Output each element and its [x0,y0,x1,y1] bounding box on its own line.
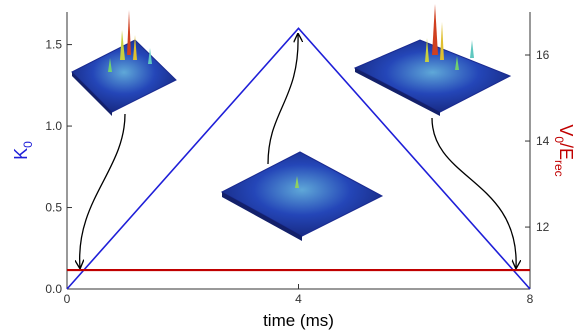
y-axis-label-sub: 0 [21,141,35,148]
y-tick-label: 1.0 [45,119,62,133]
y-axis-label: K0 [11,141,35,160]
x-tick-label: 4 [295,292,302,306]
y-tick-label: 1.5 [45,38,62,52]
x-axis-label: time (ms) [263,311,334,330]
y2-axis-label-sub: 0 [552,136,566,143]
y-tick-label: 0.5 [45,201,62,215]
y-axis-label-main: K [11,148,31,160]
line [66,27,531,290]
surface-image [353,4,512,116]
y2-axis-label-sub2: rec [552,160,566,177]
y2-axis-label-mid: /E [556,143,576,160]
y2-tick-label: 14 [536,134,550,148]
y-tick-label: 0.0 [45,282,62,296]
arrow [80,113,126,268]
y2-tick-label: 16 [536,48,550,62]
surface-image [220,151,384,241]
arrow [267,34,298,165]
y2-axis-label: V0/Erec [552,124,576,176]
x-tick-label: 0 [64,292,71,306]
surface-image [71,10,177,116]
y2-axis-label-main: V [556,124,576,136]
y2-tick-label: 12 [536,220,550,234]
x-tick-label: 8 [527,292,534,306]
arrow [431,117,516,268]
